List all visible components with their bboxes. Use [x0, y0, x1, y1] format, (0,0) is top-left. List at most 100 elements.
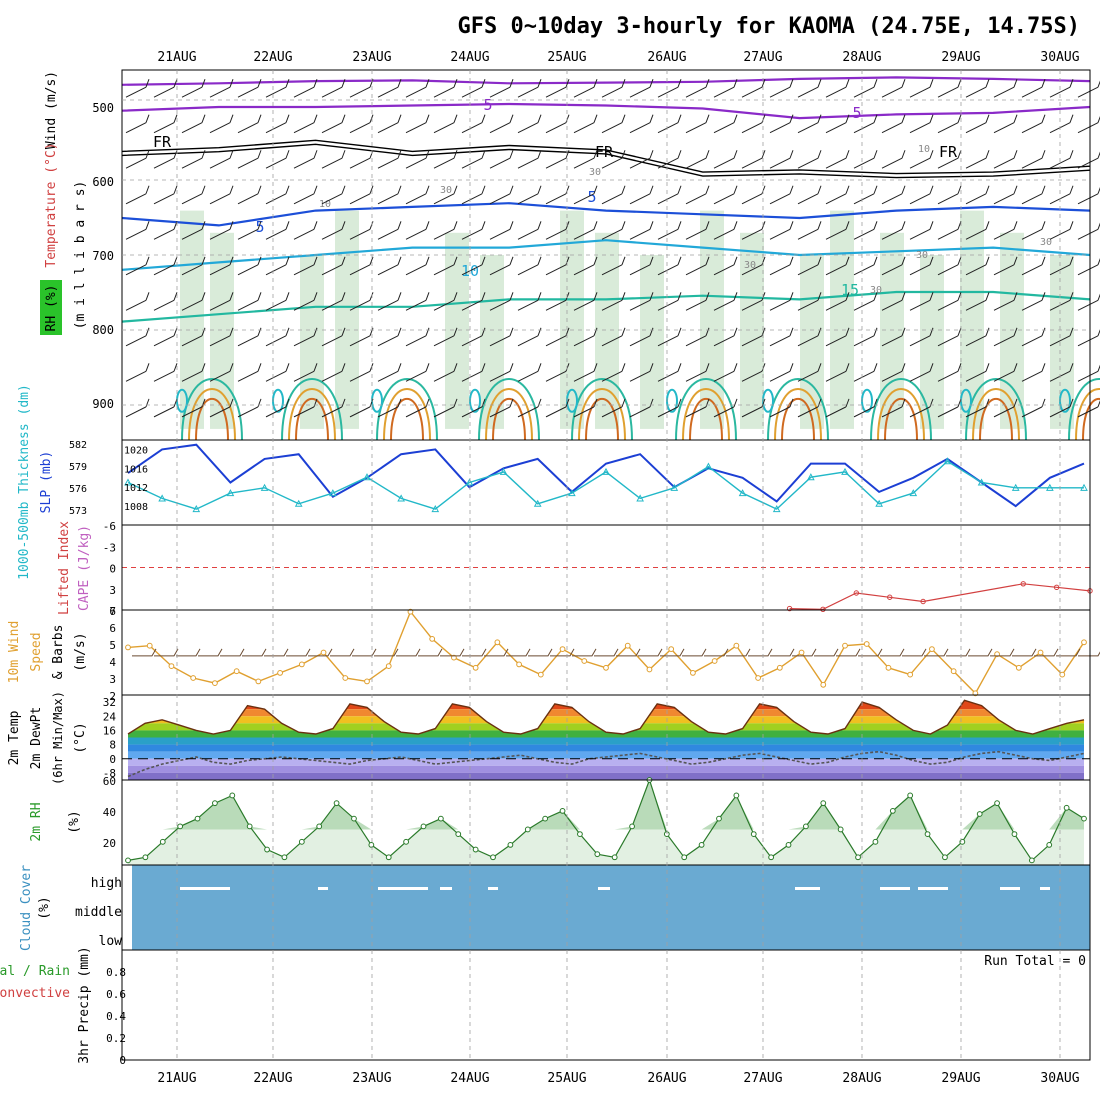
thickness-tick-label: 579 — [69, 462, 87, 473]
wind-barb — [629, 256, 654, 276]
wind-barb — [461, 150, 486, 169]
wind-speed-point — [603, 664, 609, 671]
wind-barb — [209, 256, 234, 276]
rh-point — [298, 838, 305, 845]
clear-sky-gap — [378, 887, 428, 890]
wind-barb — [685, 150, 710, 169]
date-label-bottom: 22AUG — [253, 1071, 292, 1086]
wind-barb — [937, 221, 962, 240]
wind-barb — [461, 398, 486, 418]
rh-shading — [445, 232, 469, 429]
wind-barb — [965, 327, 990, 347]
wind-barb — [517, 398, 542, 418]
rh-point — [611, 854, 618, 861]
wind-barb — [349, 256, 374, 276]
wind-barb — [125, 79, 150, 98]
temperature-contour — [485, 387, 533, 441]
rh-point — [785, 842, 792, 848]
wind-barb — [601, 79, 626, 98]
wind-barb — [881, 256, 906, 276]
wind-barb — [769, 79, 794, 98]
temperature-contour-line — [121, 239, 1091, 271]
wind-barb — [181, 398, 206, 418]
wind-barb — [601, 292, 626, 311]
wind-barb — [853, 256, 878, 276]
wind-barb — [965, 150, 990, 169]
wind-barb — [293, 150, 318, 169]
clear-sky-gap — [318, 887, 328, 890]
wind-barb — [181, 114, 206, 134]
wind-barb — [209, 114, 234, 134]
temp-tick-label: 32 — [103, 696, 116, 709]
rh-point — [316, 823, 323, 830]
wind-barb — [545, 114, 570, 134]
temperature-line — [127, 699, 1085, 735]
surface-wind-barb — [1078, 651, 1100, 657]
temperature-contour — [288, 387, 336, 441]
temp-tick-label: 8 — [109, 739, 116, 752]
wind-barb — [769, 221, 794, 240]
wind-barb — [293, 363, 318, 382]
wind-barb — [433, 256, 458, 276]
wind-barb — [349, 363, 374, 382]
contour-label: FR — [595, 143, 614, 161]
surface-wind-barb — [704, 648, 729, 657]
wind-barb — [937, 398, 962, 418]
panel-frame — [121, 949, 1091, 1061]
thickness-point — [704, 462, 713, 470]
wind-barb — [601, 327, 626, 347]
temperature-band — [128, 737, 1084, 745]
temperature-contour — [281, 378, 343, 441]
rh-point — [577, 831, 583, 837]
thickness-point — [1046, 483, 1054, 491]
temperature-contour — [295, 397, 329, 441]
wind-barb — [405, 292, 430, 311]
thickness-point — [977, 478, 986, 486]
wind-speed-point — [863, 641, 870, 647]
wind-barb — [321, 256, 346, 276]
wind-speed-point — [668, 646, 675, 652]
wind-barb — [1021, 327, 1046, 347]
wind-barb — [713, 79, 738, 98]
wind-barb — [685, 398, 710, 418]
wind-barb — [1021, 363, 1046, 382]
cloud-level-label: low — [99, 934, 123, 949]
wind-barb — [685, 327, 710, 347]
wind-speed-point — [1015, 664, 1022, 671]
clear-sky-gap — [1000, 887, 1020, 890]
wind-barb — [797, 79, 822, 98]
date-label-bottom: 25AUG — [547, 1071, 586, 1086]
axis-title-lifted: Lifted Index — [57, 521, 72, 615]
wind-barb — [881, 114, 906, 134]
wind-barb — [881, 398, 906, 418]
rh-point — [264, 846, 270, 853]
wind-barb — [713, 256, 738, 276]
wind-barb — [377, 185, 402, 205]
date-label-top: 27AUG — [743, 50, 782, 65]
wind-barb — [237, 114, 262, 134]
wind-barb — [937, 185, 962, 205]
wind-barb — [433, 150, 458, 169]
wind-barb — [853, 363, 878, 382]
wind-speed-point — [950, 668, 957, 675]
wind-barb — [181, 327, 206, 347]
rh-legend-swatch — [40, 280, 62, 335]
wind-barb — [797, 292, 822, 311]
rh-point — [159, 838, 166, 845]
wind-barb — [937, 363, 962, 382]
surface-wind-barb — [396, 648, 421, 657]
thickness-point — [636, 494, 644, 502]
wind-barb — [601, 256, 626, 276]
rh-point — [177, 823, 184, 830]
axis-title-thickness: 1000-500mb Thickness (dm) — [17, 384, 32, 580]
wind-barb — [461, 185, 486, 205]
thickness-point — [909, 489, 918, 497]
thickness-point — [772, 505, 781, 513]
contour-label: 30 — [1040, 237, 1052, 248]
surface-wind-barb — [748, 648, 773, 657]
temperature-band — [128, 772, 1084, 780]
wind-barb — [433, 114, 458, 134]
wind-speed-point — [537, 671, 544, 678]
wind-barb — [1021, 398, 1046, 418]
temperature-contour — [585, 397, 619, 441]
